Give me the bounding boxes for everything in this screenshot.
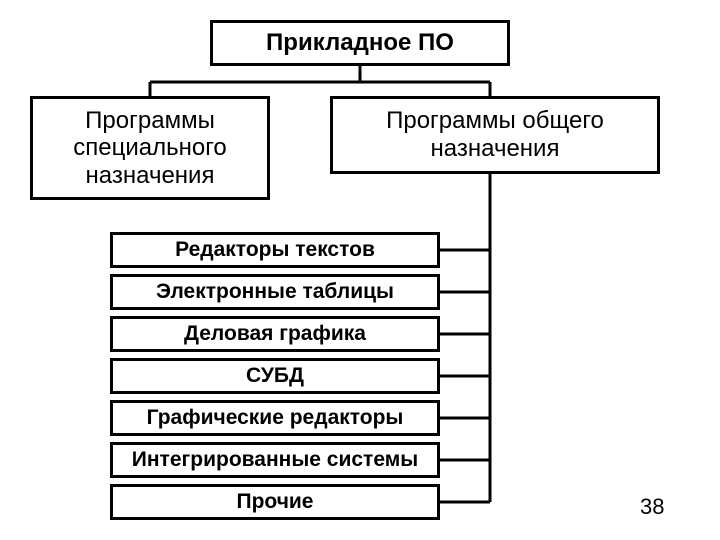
root-label: Прикладное ПО bbox=[266, 29, 454, 57]
leaf-node: Интегрированные системы bbox=[110, 442, 440, 478]
leaf-label: Интегрированные системы bbox=[132, 448, 418, 472]
branch-special-purpose: Программы специального назначения bbox=[30, 96, 270, 200]
leaf-node: Электронные таблицы bbox=[110, 274, 440, 310]
leaf-node: СУБД bbox=[110, 358, 440, 394]
page-number-text: 38 bbox=[640, 494, 664, 519]
leaf-label: Электронные таблицы bbox=[156, 280, 394, 304]
leaf-node: Деловая графика bbox=[110, 316, 440, 352]
leaf-label: Редакторы текстов bbox=[175, 238, 375, 262]
leaf-label: СУБД bbox=[246, 364, 304, 388]
branch-general-purpose: Программы общего назначения bbox=[330, 96, 660, 174]
leaf-node: Редакторы текстов bbox=[110, 232, 440, 268]
root-node: Прикладное ПО bbox=[210, 20, 510, 66]
leaf-label: Деловая графика bbox=[184, 322, 366, 346]
branch-label: Программы общего назначения bbox=[333, 107, 657, 162]
leaf-label: Прочие bbox=[236, 490, 313, 514]
leaf-label: Графические редакторы bbox=[147, 406, 404, 430]
leaf-node: Прочие bbox=[110, 484, 440, 520]
leaf-node: Графические редакторы bbox=[110, 400, 440, 436]
page-number: 38 bbox=[640, 494, 664, 520]
branch-label: Программы специального назначения bbox=[33, 107, 267, 190]
